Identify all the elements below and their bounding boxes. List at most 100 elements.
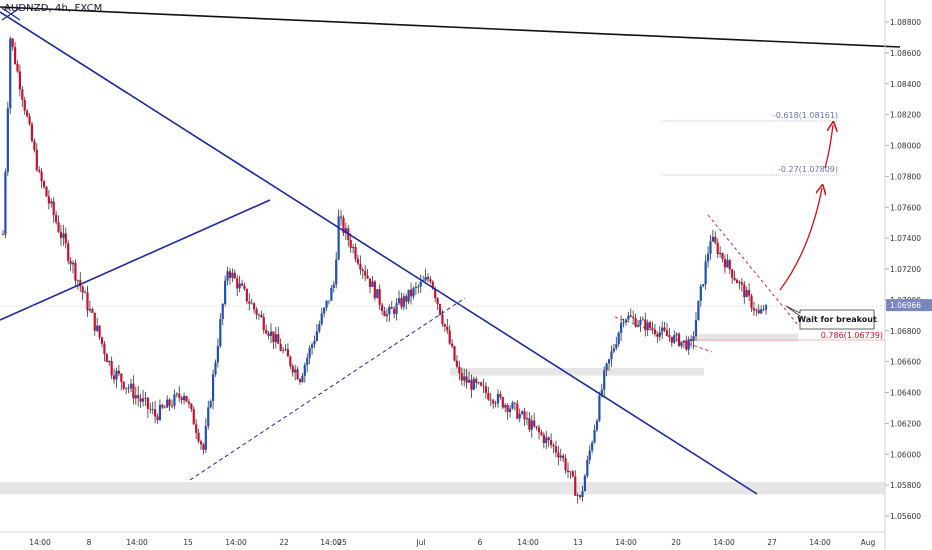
candle bbox=[4, 168, 7, 239]
candle bbox=[545, 431, 548, 450]
candle-body bbox=[40, 171, 43, 182]
candle-body bbox=[639, 320, 642, 325]
candle bbox=[699, 284, 702, 308]
candle bbox=[731, 268, 734, 284]
candle bbox=[562, 453, 565, 463]
price-tick-label: 1.06200 bbox=[890, 419, 921, 428]
candle-body bbox=[120, 373, 123, 382]
candle bbox=[501, 396, 504, 410]
candle bbox=[1, 230, 5, 236]
candle-body bbox=[161, 404, 164, 408]
candle bbox=[566, 462, 570, 479]
candle bbox=[571, 469, 574, 478]
candle-body bbox=[383, 311, 386, 317]
candle-body bbox=[564, 458, 567, 471]
candle-body bbox=[243, 285, 246, 289]
candle bbox=[385, 308, 389, 322]
candle-body bbox=[417, 286, 420, 288]
support-zones bbox=[0, 333, 885, 495]
candle bbox=[86, 285, 89, 317]
candle-body bbox=[663, 327, 666, 331]
candle-body bbox=[76, 280, 79, 282]
candle bbox=[74, 259, 77, 286]
candle-body bbox=[429, 279, 432, 282]
candle-body bbox=[407, 289, 410, 302]
candle bbox=[267, 330, 270, 340]
candle-body bbox=[747, 290, 751, 296]
candle-body bbox=[550, 440, 553, 445]
candle bbox=[598, 391, 601, 423]
candle-body bbox=[605, 363, 608, 371]
time-tick-label: 14:00 bbox=[517, 538, 539, 547]
candle-body bbox=[187, 401, 191, 404]
candle bbox=[745, 286, 748, 298]
candle-body bbox=[702, 284, 705, 287]
support-zone-mid bbox=[450, 367, 704, 376]
candle bbox=[11, 37, 14, 51]
price-tick-label: 1.05800 bbox=[890, 481, 921, 490]
candle bbox=[409, 282, 413, 305]
candle bbox=[528, 412, 531, 433]
candle bbox=[465, 369, 468, 389]
candle-body bbox=[301, 375, 304, 383]
candle bbox=[38, 166, 41, 174]
candle-body bbox=[760, 309, 763, 314]
candle-body bbox=[352, 247, 355, 249]
candle-body bbox=[175, 393, 178, 395]
candle bbox=[354, 243, 357, 262]
candle-body bbox=[714, 236, 717, 243]
candle-body bbox=[757, 309, 760, 314]
candle-body bbox=[661, 327, 664, 333]
candle-body bbox=[620, 322, 623, 333]
candle bbox=[484, 381, 488, 399]
candle bbox=[52, 197, 55, 223]
price-tick-label: 1.07200 bbox=[890, 265, 921, 274]
candle-body bbox=[231, 272, 234, 278]
candle bbox=[492, 398, 495, 409]
candle bbox=[274, 327, 277, 349]
candle-body bbox=[13, 47, 17, 64]
breakout-callout: Wait for breakout bbox=[785, 305, 877, 330]
candle bbox=[757, 304, 760, 315]
candle bbox=[129, 378, 133, 393]
candle-body bbox=[364, 270, 367, 276]
candle bbox=[265, 324, 268, 335]
candle-body bbox=[690, 339, 693, 342]
candle bbox=[460, 367, 463, 386]
candle bbox=[559, 448, 562, 462]
candle-body bbox=[554, 446, 558, 453]
candle-body bbox=[477, 382, 480, 384]
candle bbox=[151, 401, 154, 415]
candle bbox=[393, 306, 396, 319]
candle-body bbox=[93, 312, 96, 331]
candle-body bbox=[262, 317, 265, 330]
candle bbox=[537, 424, 541, 440]
candle-body bbox=[521, 411, 524, 414]
candle-body bbox=[115, 370, 118, 380]
candle bbox=[219, 313, 222, 349]
price-tick-label: 1.06600 bbox=[890, 358, 921, 367]
candle bbox=[680, 341, 683, 349]
candle bbox=[612, 343, 615, 354]
candle-body bbox=[530, 420, 533, 430]
candle bbox=[141, 389, 145, 407]
candle-body bbox=[38, 169, 41, 172]
candle-body bbox=[373, 281, 376, 299]
price-tick-label: 1.08200 bbox=[890, 111, 921, 120]
time-tick-label: 25 bbox=[337, 538, 347, 547]
candle bbox=[154, 401, 157, 424]
candle bbox=[335, 252, 338, 289]
candle bbox=[405, 293, 408, 310]
candle bbox=[182, 392, 186, 405]
candle bbox=[30, 121, 34, 143]
time-tick-label: 14:00 bbox=[29, 538, 51, 547]
price-tick-label: 1.08600 bbox=[890, 49, 921, 58]
candle bbox=[542, 432, 545, 449]
candle bbox=[424, 268, 427, 282]
candle-body bbox=[236, 278, 239, 289]
candle bbox=[504, 402, 507, 413]
candle bbox=[91, 307, 94, 314]
candle-body bbox=[224, 280, 227, 304]
candle bbox=[709, 234, 712, 260]
